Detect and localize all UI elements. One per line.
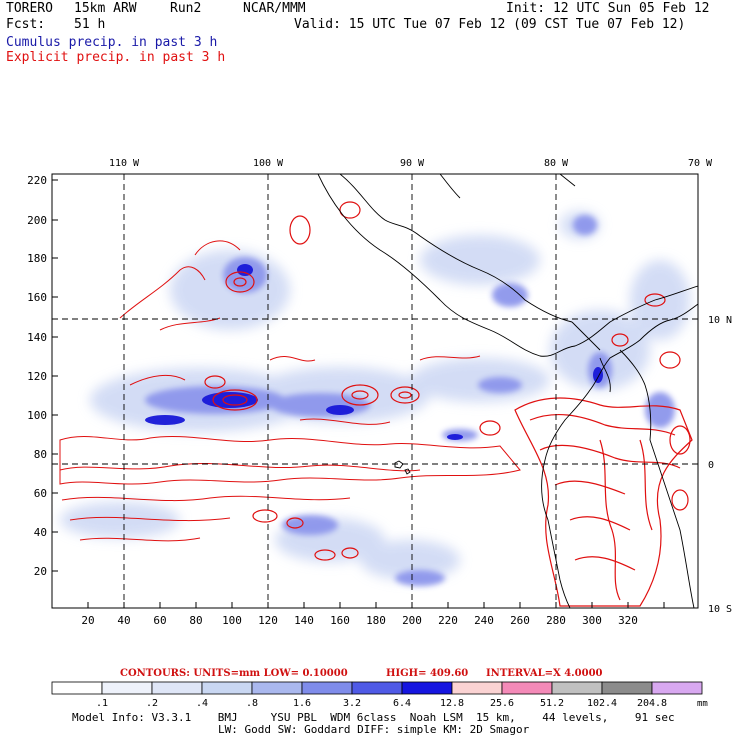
run-label: Run2 — [170, 1, 202, 16]
forecast-hour: 51 h — [74, 17, 106, 32]
y-tick-label: 20 — [34, 565, 47, 578]
contour-high: HIGH= 409.60 — [386, 668, 468, 679]
x-tick-label: 140 — [294, 614, 314, 627]
y-tick-label: 100 — [27, 409, 47, 422]
x-tick-label: 40 — [117, 614, 130, 627]
colorbar-swatch — [551, 681, 603, 695]
contour-units: CONTOURS: UNITS=mm LOW= 0.10000 — [120, 668, 348, 679]
x-tick-label: 60 — [153, 614, 166, 627]
lon-label: 90 W — [400, 158, 425, 169]
colorbar-label: .8 — [246, 698, 258, 709]
colorbar-label: 204.8 — [637, 698, 667, 709]
x-tick-marks — [87, 602, 665, 608]
x-tick-label: 20 — [81, 614, 94, 627]
valid-time: Valid: 15 UTC Tue 07 Feb 12 (09 CST Tue … — [294, 17, 686, 32]
org-label: NCAR/MMM — [243, 1, 306, 16]
colorbar-label: 12.8 — [440, 698, 464, 709]
x-tick-label: 280 — [546, 614, 566, 627]
y-tick-label: 140 — [27, 331, 47, 344]
colorbar-label: 1.6 — [293, 698, 311, 709]
colorbar-swatch — [151, 681, 203, 695]
x-tick-label: 100 — [222, 614, 242, 627]
physics-info: LW: Godd SW: Goddard DIFF: simple KM: 2D… — [218, 723, 530, 736]
y-tick-label: 60 — [34, 487, 47, 500]
x-tick-label: 120 — [258, 614, 278, 627]
colorbar-swatch — [51, 681, 103, 695]
lat-label: 0 — [708, 460, 714, 471]
colorbar-swatch — [651, 681, 703, 695]
plot-frame — [51, 173, 699, 609]
colorbar-label: .1 — [96, 698, 108, 709]
colorbar-swatch — [501, 681, 553, 695]
y-tick-label: 200 — [27, 214, 47, 227]
explicit-precip-label: Explicit precip. in past 3 h — [6, 50, 226, 65]
x-tick-label: 240 — [474, 614, 494, 627]
lon-label: 110 W — [109, 158, 140, 169]
colorbar-swatch — [351, 681, 403, 695]
colorbar-label: 25.6 — [490, 698, 514, 709]
colorbar-swatch — [101, 681, 153, 695]
lon-label: 100 W — [253, 158, 284, 169]
x-tick-label: 220 — [438, 614, 458, 627]
colorbar-swatch — [401, 681, 453, 695]
model-name: TORERO — [6, 1, 53, 16]
x-tick-label: 80 — [189, 614, 202, 627]
x-tick-label: 300 — [582, 614, 602, 627]
y-tick-label: 180 — [27, 252, 47, 265]
y-tick-label: 80 — [34, 448, 47, 461]
lat-label: 10 S — [708, 604, 732, 615]
x-tick-label: 160 — [330, 614, 350, 627]
explicit-precip-contours — [59, 201, 693, 607]
colorbar-label: 6.4 — [393, 698, 411, 709]
graticule — [52, 174, 698, 608]
colorbar-swatch — [601, 681, 653, 695]
forecast-label: Fcst: — [6, 17, 46, 32]
colorbar-unit: mm — [697, 699, 708, 709]
y-tick-label: 160 — [27, 291, 47, 304]
colorbar-label: .2 — [146, 698, 158, 709]
init-time: Init: 12 UTC Sun 05 Feb 12 — [506, 1, 710, 16]
colorbar-label: .4 — [196, 698, 208, 709]
x-tick-label: 320 — [618, 614, 638, 627]
x-tick-label: 180 — [366, 614, 386, 627]
model-resolution: 15km ARW — [74, 1, 137, 16]
colorbar-label: 3.2 — [343, 698, 361, 709]
cumulus-precip-field — [60, 211, 690, 586]
colorbar-swatch — [251, 681, 303, 695]
colorbar-swatch — [201, 681, 253, 695]
lon-label: 70 W — [688, 158, 713, 169]
colorbar-swatch — [451, 681, 503, 695]
x-tick-label: 260 — [510, 614, 530, 627]
cumulus-precip-label: Cumulus precip. in past 3 h — [6, 35, 218, 50]
y-tick-label: 220 — [27, 174, 47, 187]
colorbar-label: 51.2 — [540, 698, 564, 709]
coastlines — [317, 174, 698, 608]
colorbar-label: 102.4 — [587, 698, 617, 709]
x-tick-label: 200 — [402, 614, 422, 627]
lon-label: 80 W — [544, 158, 569, 169]
y-tick-label: 120 — [27, 370, 47, 383]
lat-label: 10 N — [708, 315, 732, 326]
color-bar — [51, 681, 703, 695]
y-tick-marks — [52, 179, 58, 572]
contour-interval: INTERVAL=X 4.0000 — [486, 668, 603, 679]
model-info: Model Info: V3.3.1 BMJ YSU PBL WDM 6clas… — [72, 711, 675, 724]
y-tick-label: 40 — [34, 526, 47, 539]
colorbar-swatch — [301, 681, 353, 695]
